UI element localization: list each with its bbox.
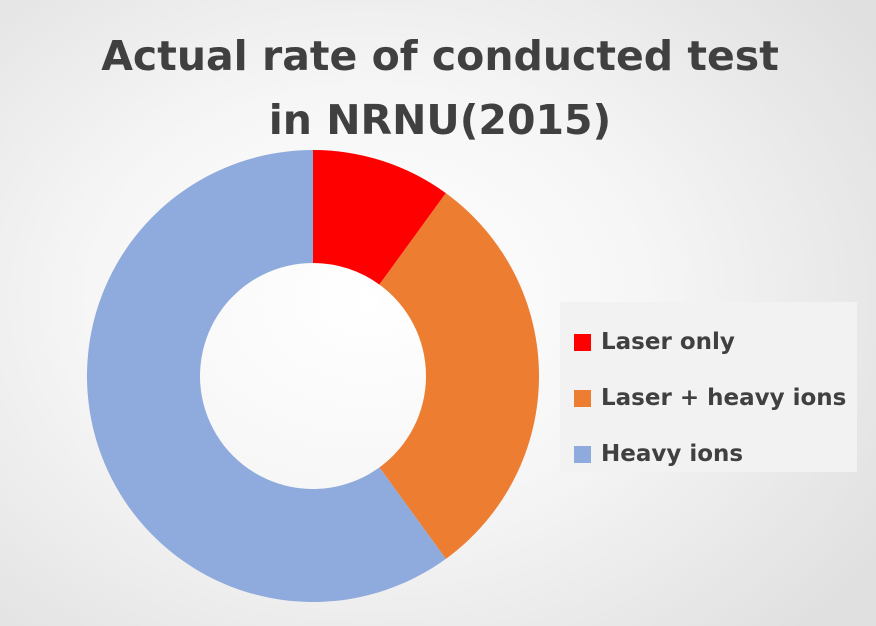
chart-legend: Laser only Laser + heavy ions Heavy ions (560, 302, 857, 472)
legend-label-laser-only: Laser only (601, 329, 735, 355)
legend-swatch-heavy-ions (574, 445, 591, 463)
legend-swatch-laser-only (574, 333, 591, 351)
legend-label-laser-heavy-ions: Laser + heavy ions (601, 385, 847, 411)
donut-slice-heavy-ions (86, 150, 446, 602)
legend-item-heavy-ions: Heavy ions (560, 426, 857, 482)
legend-label-heavy-ions: Heavy ions (601, 441, 744, 467)
donut-slice-laser-heavy-ions (379, 193, 539, 559)
donut-slice-laser-only (313, 150, 446, 285)
chart-title: Actual rate of conducted test in NRNU(20… (40, 24, 840, 152)
legend-swatch-laser-heavy-ions (574, 389, 591, 407)
legend-item-laser-heavy-ions: Laser + heavy ions (560, 370, 857, 426)
legend-item-laser-only: Laser only (560, 314, 857, 370)
chart-title-line-1: Actual rate of conducted test (101, 32, 779, 80)
chart-title-line-2: in NRNU(2015) (268, 96, 612, 144)
